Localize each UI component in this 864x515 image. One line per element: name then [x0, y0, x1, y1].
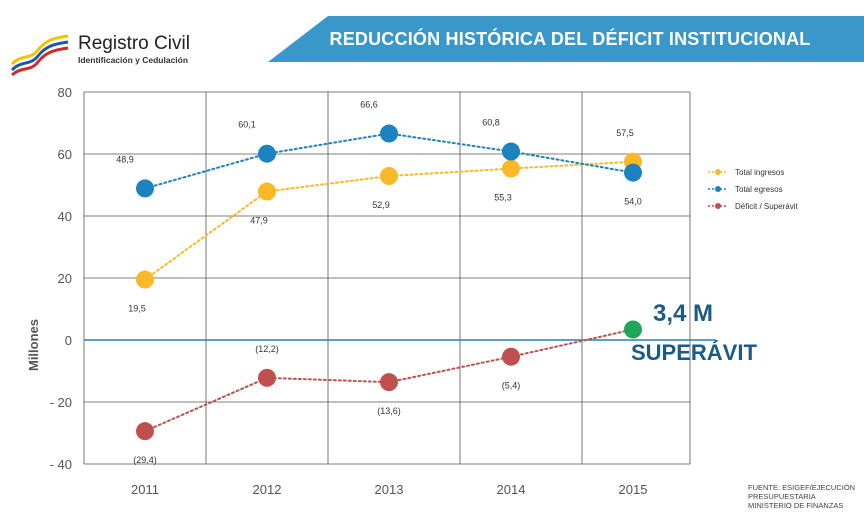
- legend-marker: [715, 203, 721, 209]
- x-tick-label: 2013: [375, 482, 404, 497]
- data-point: [502, 159, 520, 178]
- chart-legend: Total ingresos Total egresos Déficit / Sup…: [708, 168, 798, 211]
- legend-marker: [715, 169, 721, 175]
- y-tick-label: 40: [58, 209, 72, 224]
- surplus-label: SUPERÁVIT: [631, 340, 757, 365]
- data-label: 57,5: [616, 128, 634, 138]
- x-tick-label: 2012: [253, 482, 282, 497]
- series-2: (29,4) (12,2) (13,6) (5,4): [133, 320, 642, 465]
- logo-name: Registro Civil: [78, 33, 190, 54]
- source-line: PRESUPUESTARIA: [748, 492, 816, 501]
- y-tick-label: - 20: [50, 395, 72, 410]
- legend-label: Total ingresos: [735, 168, 784, 177]
- data-label: 48,9: [116, 154, 134, 164]
- data-label: 52,9: [372, 200, 390, 210]
- y-tick-label: 60: [58, 147, 72, 162]
- series-1: 48,9 60,1 66,6 60,8 54,0: [116, 100, 642, 207]
- data-point: [136, 422, 154, 441]
- data-point: [258, 144, 276, 163]
- data-label: (12,2): [255, 344, 279, 354]
- data-point: [380, 167, 398, 186]
- data-point: [380, 373, 398, 392]
- data-point: [624, 163, 642, 182]
- data-label: (13,6): [377, 406, 401, 416]
- legend-marker: [715, 186, 721, 192]
- data-label: (29,4): [133, 455, 157, 465]
- x-tick-label: 2011: [131, 482, 159, 497]
- data-label: 60,8: [482, 118, 500, 128]
- source-line: MINISTERIO DE FINANZAS: [748, 501, 844, 510]
- surplus-value: 3,4 M: [653, 300, 714, 327]
- x-tick-label: 2014: [497, 482, 526, 497]
- data-point: [258, 368, 276, 387]
- legend-label: Déficit / Superávit: [735, 202, 798, 211]
- series-0: 19,5 47,9 52,9 55,3 57,5: [128, 128, 642, 314]
- title-banner: [268, 16, 864, 62]
- legend-label: Total egresos: [735, 185, 783, 194]
- chart-series: 19,5 47,9 52,9 55,3 57,5 48,9 60,1 66,6 60,8 54,0…: [116, 100, 642, 465]
- chart-grid: [83, 91, 691, 465]
- y-tick-label: - 40: [50, 457, 72, 472]
- y-tick-label: 20: [58, 271, 72, 286]
- data-label: 66,6: [360, 100, 378, 110]
- data-point: [502, 142, 520, 161]
- data-label: 54,0: [624, 197, 642, 207]
- source-note: FUENTE: ESIGEF/EJECUCIÓN PRESUPUESTARIA …: [748, 483, 858, 510]
- data-point: [136, 270, 154, 289]
- y-axis-label: Millones: [26, 319, 41, 371]
- logo-subtitle: Identificación y Cedulación: [78, 55, 189, 65]
- data-point: [258, 182, 276, 201]
- data-point: [380, 124, 398, 143]
- source-line: FUENTE: ESIGEF/EJECUCIÓN: [748, 483, 856, 492]
- y-tick-label: 0: [65, 333, 72, 348]
- data-label: 55,3: [494, 193, 512, 203]
- data-point: [624, 320, 642, 339]
- logo-emblem-icon: [10, 34, 69, 76]
- y-tick-label: 80: [58, 85, 72, 100]
- data-label: 60,1: [238, 120, 256, 130]
- page-title: REDUCCIÓN HISTÓRICA DEL DÉFICIT INSTITUC…: [329, 29, 811, 49]
- x-tick-label: 2015: [619, 482, 648, 497]
- data-label: (5,4): [502, 381, 521, 391]
- chart-axes: - 40 - 20 0 20 40 60 80 2011 2012 2013 2014 2015 Mil…: [26, 85, 716, 497]
- data-point: [136, 179, 154, 198]
- series-line: [144, 160, 634, 281]
- data-label: 19,5: [128, 304, 146, 314]
- data-label: 47,9: [250, 216, 268, 226]
- data-point: [502, 347, 520, 366]
